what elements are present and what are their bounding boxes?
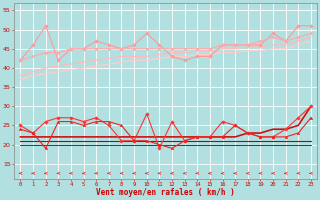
X-axis label: Vent moyen/en rafales ( km/h ): Vent moyen/en rafales ( km/h ) <box>96 188 235 197</box>
